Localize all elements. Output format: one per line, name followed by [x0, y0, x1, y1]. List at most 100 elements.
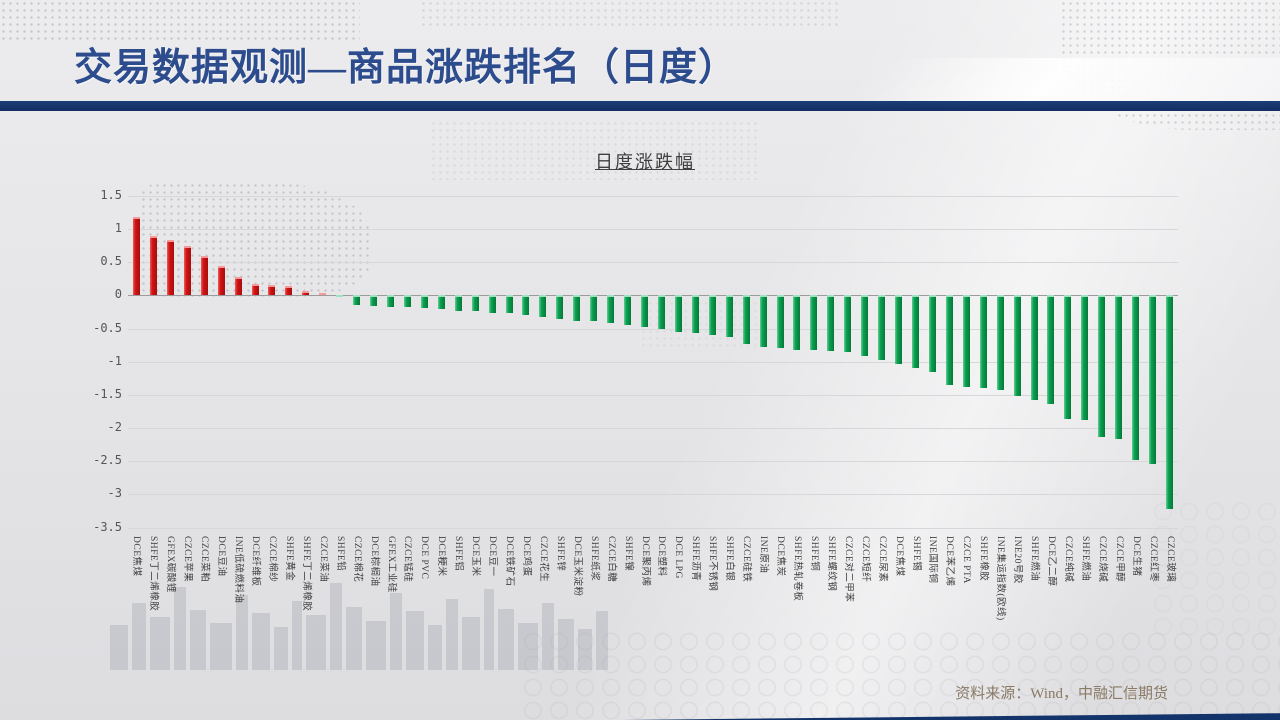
x-axis-label: SHFE燃油 [1029, 536, 1040, 582]
chart-bar-cap [674, 295, 682, 298]
x-axis-label: GFEX碳酸锂 [165, 536, 176, 593]
dot-pattern [0, 0, 360, 40]
x-axis-label: DCE PVC [419, 536, 430, 580]
chart-bar-cap [370, 295, 378, 298]
chart-bar [522, 295, 530, 315]
chart-bar [319, 292, 327, 296]
x-axis-label: SHFE螺纹钢 [825, 536, 836, 592]
chart-bar [403, 295, 411, 308]
chart-bar-cap [251, 284, 259, 287]
chart-bar-cap [573, 295, 581, 298]
x-axis-label: SHFE锡 [910, 536, 921, 572]
chart-bar-cap [624, 295, 632, 298]
x-axis-label: CZCE苹果 [182, 536, 193, 583]
chart-bar [200, 255, 208, 296]
chart-bar-cap [522, 295, 530, 298]
chart-bar [1047, 295, 1055, 404]
title-underline-bar [0, 101, 1280, 111]
chart-bar-cap [861, 295, 869, 298]
chart-bar [132, 217, 140, 296]
chart-bar [776, 295, 784, 349]
chart-bar [725, 295, 733, 337]
x-axis-label: CZCE甲醇 [1113, 536, 1124, 583]
chart-bar [844, 295, 852, 352]
chart-bar [708, 295, 716, 336]
chart-bar [539, 295, 547, 317]
chart-bar-cap [149, 235, 157, 238]
chart-bar-cap [403, 295, 411, 298]
chart-bar-cap [353, 295, 361, 298]
x-axis-label: SHFE白银 [724, 536, 735, 582]
x-axis-zero-line [128, 295, 1178, 297]
chart-bar-cap [268, 284, 276, 287]
x-axis-label: SHFE丁二烯橡胶 [148, 536, 159, 612]
hexagon-pattern [520, 630, 1280, 720]
chart-bar [657, 295, 665, 329]
chart-bar [590, 295, 598, 322]
chart-bar [437, 295, 445, 310]
chart-bar-cap [183, 245, 191, 248]
chart-bar-cap [928, 295, 936, 298]
x-axis-label: CZCE红枣 [1147, 536, 1158, 583]
chart-bar [149, 235, 157, 296]
y-axis-tick-label: -2 [107, 420, 122, 435]
chart-bar-cap [810, 295, 818, 298]
chart-bar-cap [691, 295, 699, 298]
x-axis-label: INE原油 [758, 536, 769, 574]
y-axis-tick-label: 0 [114, 287, 122, 302]
x-axis-label: INE低硫燃料油 [233, 536, 244, 604]
gridline [128, 328, 1178, 330]
chart-bar-cap [1149, 295, 1157, 298]
x-axis-label: SHFE铅 [334, 536, 345, 572]
chart-bar [420, 295, 428, 309]
chart-bar-cap [1013, 295, 1021, 298]
chart-bar-cap [217, 265, 225, 268]
x-axis-label: DCE玉米淀粉 [571, 536, 582, 597]
chart-bar [556, 295, 564, 319]
chart-bar [454, 295, 462, 311]
x-axis-label: DCE纤维板 [250, 536, 261, 587]
x-axis-label: CZCE棉花 [351, 536, 362, 583]
chart-bar [1132, 295, 1140, 460]
chart-bar [217, 265, 225, 296]
chart-bar-cap [657, 295, 665, 298]
chart-bar [928, 295, 936, 372]
chart-bar [1013, 295, 1021, 396]
x-axis-label: DCE铁矿石 [504, 536, 515, 587]
chart-bar-cap [336, 295, 344, 298]
x-axis-label: DCE苯乙烯 [944, 536, 955, 587]
chart-bar [641, 295, 649, 327]
chart-bar [674, 295, 682, 332]
chart-bar-cap [234, 276, 242, 279]
x-axis-label: DCE聚丙烯 [639, 536, 650, 587]
gridline [128, 494, 1178, 496]
y-axis-tick-label: -0.5 [93, 320, 122, 335]
chart-bar-cap [556, 295, 564, 298]
x-axis-label: CZCE硅铁 [741, 536, 752, 583]
x-axis-label: CZCE棉纱 [266, 536, 277, 583]
gridline [128, 361, 1178, 363]
x-axis-label: SHFE锌 [554, 536, 565, 572]
chart-bar [878, 295, 886, 360]
x-axis-label: CZCE白糖 [605, 536, 616, 583]
chart-bar-cap [488, 295, 496, 298]
chart-bar [488, 295, 496, 313]
y-axis-tick-label: -1.5 [93, 386, 122, 401]
chart-bar-cap [319, 292, 327, 295]
chart-bar-cap [1047, 295, 1055, 298]
chart-bar [268, 284, 276, 296]
chart-bar [962, 295, 970, 387]
chart-bar-cap [1064, 295, 1072, 298]
chart-bar [234, 276, 242, 296]
chart-bar-cap [962, 295, 970, 298]
chart-bar [895, 295, 903, 364]
chart-bar [793, 295, 801, 350]
chart-bar [166, 240, 174, 296]
x-axis-label: SHFE丁二烯橡胶 [300, 536, 311, 612]
x-axis-label: SHFE沥青 [690, 536, 701, 582]
chart-bar [336, 295, 344, 298]
chart-bar-cap [200, 255, 208, 258]
x-axis-label: SHFE燃油 [1079, 536, 1090, 582]
x-axis-label: SHFE铝 [453, 536, 464, 572]
